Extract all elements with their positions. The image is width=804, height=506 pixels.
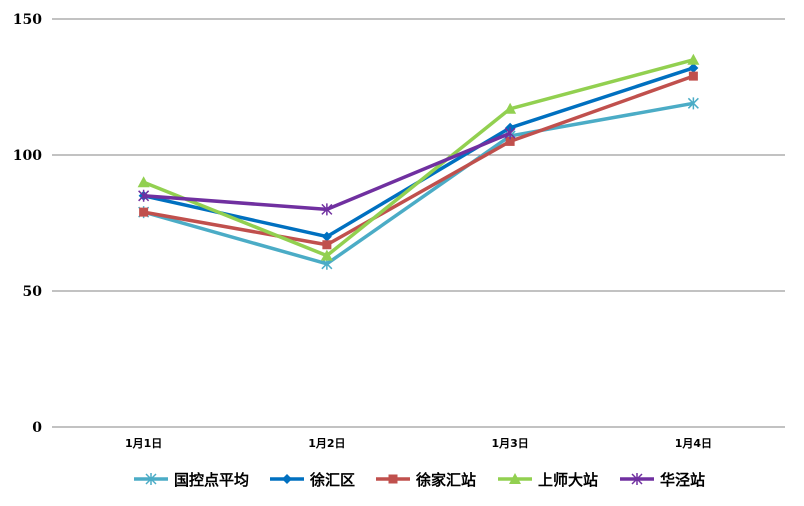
legend-marker <box>388 474 398 484</box>
series-line <box>143 66 694 239</box>
y-tick-label: 150 <box>13 12 42 28</box>
series-4 <box>138 127 516 216</box>
gridlines <box>52 18 785 428</box>
data-point <box>321 203 333 216</box>
legend: 国控点平均 徐汇区 徐家汇站 上师大站 华泾站 <box>134 471 705 489</box>
y-tick-label: 100 <box>13 148 42 164</box>
legend-item: 徐汇区 <box>270 471 355 489</box>
x-tick-label: 1月2日 <box>308 437 345 450</box>
data-point <box>321 231 332 242</box>
data-point <box>505 136 515 146</box>
x-axis: 1月1日 1月2日 1月3日 1月4日 <box>125 437 712 450</box>
series-3 <box>137 53 700 261</box>
data-point <box>687 53 700 65</box>
data-point <box>687 97 699 110</box>
x-tick-label: 1月1日 <box>125 437 162 450</box>
legend-label: 上师大站 <box>538 471 598 489</box>
legend-label: 徐家汇站 <box>415 471 476 489</box>
y-tick-label: 50 <box>23 284 43 300</box>
data-point <box>322 240 332 250</box>
x-tick-label: 1月4日 <box>675 437 712 450</box>
data-point <box>688 62 699 73</box>
series-line <box>142 58 694 258</box>
legend-marker <box>282 474 292 484</box>
x-tick-label: 1月3日 <box>491 437 528 450</box>
legend-label: 国控点平均 <box>174 471 249 489</box>
legend-marker <box>509 473 521 484</box>
data-point <box>504 102 517 114</box>
legend-item: 国控点平均 <box>134 471 249 489</box>
data-point <box>504 127 516 140</box>
y-tick-label: 0 <box>32 420 42 436</box>
series-lines <box>137 53 700 270</box>
data-point <box>688 71 698 81</box>
data-point <box>138 189 150 202</box>
y-axis: 0 50 100 150 <box>13 12 42 436</box>
legend-marker <box>631 473 643 485</box>
legend-item: 华泾站 <box>620 471 705 489</box>
legend-label: 徐汇区 <box>309 471 355 489</box>
data-point <box>139 207 149 217</box>
legend-item: 上师大站 <box>498 471 598 489</box>
data-point <box>137 176 150 188</box>
legend-marker <box>145 473 157 485</box>
data-point <box>320 249 333 261</box>
legend-label: 华泾站 <box>660 471 705 489</box>
series-line <box>143 74 694 247</box>
legend-item: 徐家汇站 <box>376 471 476 489</box>
series-2 <box>139 71 698 250</box>
series-line <box>143 101 694 266</box>
